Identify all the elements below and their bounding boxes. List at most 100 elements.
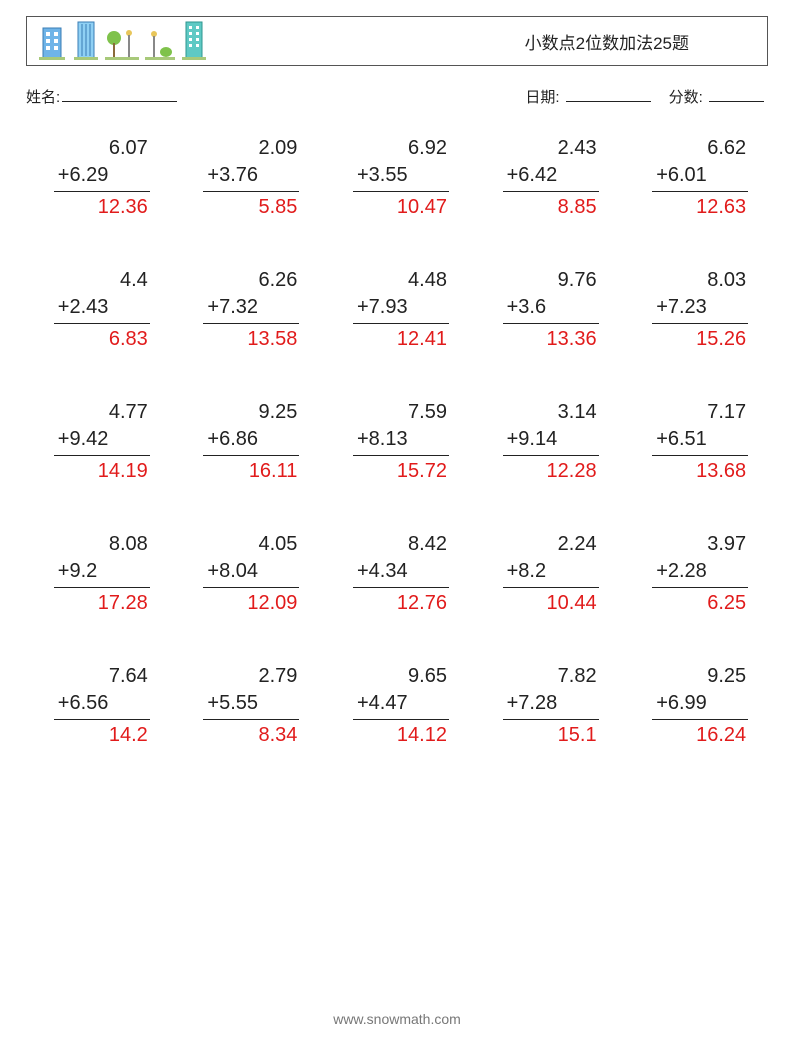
operand-1: 6.26 [203, 267, 299, 294]
answer: 12.63 [652, 192, 748, 221]
operand-1: 9.76 [503, 267, 599, 294]
answer: 13.68 [652, 456, 748, 485]
building-icon [73, 20, 99, 60]
name-blank [62, 88, 177, 102]
date-field: 日期: [525, 86, 650, 107]
operand-1: 9.65 [353, 663, 449, 690]
answer: 12.41 [353, 324, 449, 353]
math-problem: 2.24+8.2 10.44 [503, 531, 599, 617]
math-problem: 9.25+6.9916.24 [652, 663, 748, 749]
operand-2: +6.42 [503, 162, 599, 192]
answer: 10.44 [503, 588, 599, 617]
math-problem: 7.82+7.2815.1 [503, 663, 599, 749]
answer: 10.47 [353, 192, 449, 221]
operand-2: +4.47 [353, 690, 449, 720]
operand-1: 7.17 [652, 399, 748, 426]
operand-1: 9.25 [203, 399, 299, 426]
answer: 15.1 [503, 720, 599, 749]
math-problem: 9.25+6.8616.11 [203, 399, 299, 485]
answer: 14.19 [54, 456, 150, 485]
math-problem: 7.59+8.1315.72 [353, 399, 449, 485]
math-problem: 4.05+8.0412.09 [203, 531, 299, 617]
header-icons [37, 22, 207, 60]
answer: 6.25 [652, 588, 748, 617]
operand-2: +9.42 [54, 426, 150, 456]
lamp-icon [145, 28, 175, 60]
math-problem: 8.03+7.2315.26 [652, 267, 748, 353]
operand-2: +7.23 [652, 294, 748, 324]
math-problem: 2.09+3.765.85 [203, 135, 299, 221]
answer: 14.2 [54, 720, 150, 749]
answer: 8.34 [203, 720, 299, 749]
operand-2: +2.43 [54, 294, 150, 324]
math-problem: 6.92+3.5510.47 [353, 135, 449, 221]
answer: 12.09 [203, 588, 299, 617]
operand-2: +7.32 [203, 294, 299, 324]
answer: 16.11 [203, 456, 299, 485]
operand-2: +9.14 [503, 426, 599, 456]
answer: 17.28 [54, 588, 150, 617]
answer: 13.58 [203, 324, 299, 353]
math-problem: 2.79+5.558.34 [203, 663, 299, 749]
operand-2: +6.86 [203, 426, 299, 456]
score-blank [709, 88, 764, 102]
answer: 15.72 [353, 456, 449, 485]
operand-1: 7.82 [503, 663, 599, 690]
operand-1: 3.14 [503, 399, 599, 426]
math-problem: 9.76+3.6 13.36 [503, 267, 599, 353]
date-blank [566, 88, 651, 102]
math-problem: 8.42+4.3412.76 [353, 531, 449, 617]
math-problem: 6.62+6.0112.63 [652, 135, 748, 221]
name-label: 姓名: [26, 86, 60, 107]
answer: 12.28 [503, 456, 599, 485]
answer: 13.36 [503, 324, 599, 353]
tree-lamp-icon [105, 26, 139, 60]
operand-2: +2.28 [652, 558, 748, 588]
operand-2: +3.6 [503, 294, 599, 324]
operand-1: 9.25 [652, 663, 748, 690]
operand-1: 4.05 [203, 531, 299, 558]
math-problem: 4.4+2.436.83 [54, 267, 150, 353]
math-problem: 2.43+6.428.85 [503, 135, 599, 221]
score-label: 分数: [669, 89, 703, 106]
operand-1: 7.59 [353, 399, 449, 426]
math-problem: 7.17+6.5113.68 [652, 399, 748, 485]
math-problem: 3.97+2.286.25 [652, 531, 748, 617]
math-problem: 3.14+9.1412.28 [503, 399, 599, 485]
answer: 8.85 [503, 192, 599, 221]
operand-1: 4.77 [54, 399, 150, 426]
math-problem: 8.08+9.2 17.28 [54, 531, 150, 617]
operand-1: 4.4 [54, 267, 150, 294]
operand-1: 3.97 [652, 531, 748, 558]
operand-2: +7.28 [503, 690, 599, 720]
answer: 12.36 [54, 192, 150, 221]
operand-2: +6.29 [54, 162, 150, 192]
operand-2: +3.55 [353, 162, 449, 192]
operand-1: 8.03 [652, 267, 748, 294]
info-row: 姓名: 日期: 分数: [26, 86, 768, 107]
operand-1: 6.62 [652, 135, 748, 162]
worksheet-page: 小数点2位数加法25题 姓名: 日期: 分数: 6.07+6.2912.362.… [0, 0, 794, 1053]
operand-1: 2.43 [503, 135, 599, 162]
footer-text: www.snowmath.com [0, 1011, 794, 1027]
operand-2: +6.01 [652, 162, 748, 192]
operand-2: +6.51 [652, 426, 748, 456]
name-field: 姓名: [26, 86, 177, 107]
answer: 15.26 [652, 324, 748, 353]
math-problem: 4.77+9.4214.19 [54, 399, 150, 485]
operand-1: 7.64 [54, 663, 150, 690]
operand-1: 6.07 [54, 135, 150, 162]
operand-2: +8.04 [203, 558, 299, 588]
operand-2: +4.34 [353, 558, 449, 588]
date-label: 日期: [525, 89, 559, 106]
operand-1: 2.09 [203, 135, 299, 162]
math-problem: 6.07+6.2912.36 [54, 135, 150, 221]
math-problem: 4.48+7.9312.41 [353, 267, 449, 353]
operand-1: 8.08 [54, 531, 150, 558]
operand-2: +6.56 [54, 690, 150, 720]
building-icon [37, 24, 67, 60]
math-problem: 9.65+4.4714.12 [353, 663, 449, 749]
operand-1: 2.79 [203, 663, 299, 690]
operand-2: +6.99 [652, 690, 748, 720]
problems-grid: 6.07+6.2912.36 2.09+3.765.85 6.92+3.5510.4… [26, 135, 768, 749]
